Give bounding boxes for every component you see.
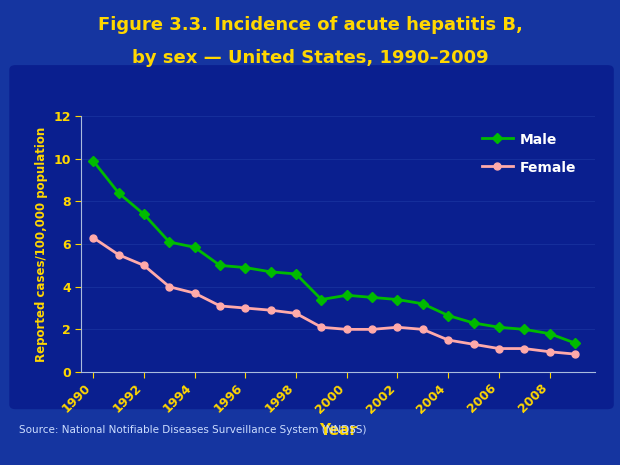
Male bbox=[115, 190, 122, 196]
Male bbox=[293, 271, 300, 277]
Y-axis label: Reported cases/100,000 population: Reported cases/100,000 population bbox=[35, 126, 48, 362]
Female bbox=[368, 326, 376, 332]
Male bbox=[394, 297, 401, 302]
Female bbox=[242, 306, 249, 311]
Text: Figure 3.3. Incidence of acute hepatitis B,: Figure 3.3. Incidence of acute hepatitis… bbox=[97, 16, 523, 34]
Male bbox=[317, 297, 325, 302]
Female bbox=[394, 325, 401, 330]
Female bbox=[546, 349, 553, 354]
Female bbox=[293, 311, 300, 316]
Male bbox=[495, 325, 503, 330]
Female bbox=[166, 284, 173, 290]
Male bbox=[267, 269, 275, 275]
Male bbox=[191, 245, 198, 250]
Male bbox=[521, 326, 528, 332]
Female bbox=[445, 337, 452, 343]
Female bbox=[419, 326, 427, 332]
Female bbox=[267, 307, 275, 313]
Female bbox=[343, 326, 350, 332]
Female bbox=[317, 325, 325, 330]
Female bbox=[495, 346, 503, 352]
Male bbox=[216, 263, 224, 268]
Text: by sex — United States, 1990–2009: by sex — United States, 1990–2009 bbox=[131, 49, 489, 67]
Female bbox=[191, 290, 198, 296]
Male bbox=[546, 331, 553, 337]
Female bbox=[470, 341, 477, 347]
Male bbox=[242, 265, 249, 270]
Male bbox=[419, 301, 427, 306]
Line: Female: Female bbox=[90, 234, 578, 358]
Female bbox=[571, 352, 578, 357]
Female bbox=[216, 303, 224, 309]
Male bbox=[368, 295, 376, 300]
Legend: Male, Female: Male, Female bbox=[475, 126, 583, 181]
Male bbox=[470, 320, 477, 326]
Male bbox=[445, 313, 452, 319]
Male bbox=[343, 292, 350, 298]
Male bbox=[140, 212, 148, 217]
Male bbox=[166, 239, 173, 245]
Female bbox=[115, 252, 122, 258]
Male bbox=[89, 158, 97, 164]
Text: Source: National Notifiable Diseases Surveillance System (NNDSS): Source: National Notifiable Diseases Sur… bbox=[19, 425, 366, 435]
Female bbox=[521, 346, 528, 352]
X-axis label: Year: Year bbox=[319, 423, 357, 438]
Line: Male: Male bbox=[90, 158, 578, 346]
Female bbox=[89, 235, 97, 240]
Female bbox=[140, 263, 148, 268]
Male bbox=[571, 340, 578, 346]
